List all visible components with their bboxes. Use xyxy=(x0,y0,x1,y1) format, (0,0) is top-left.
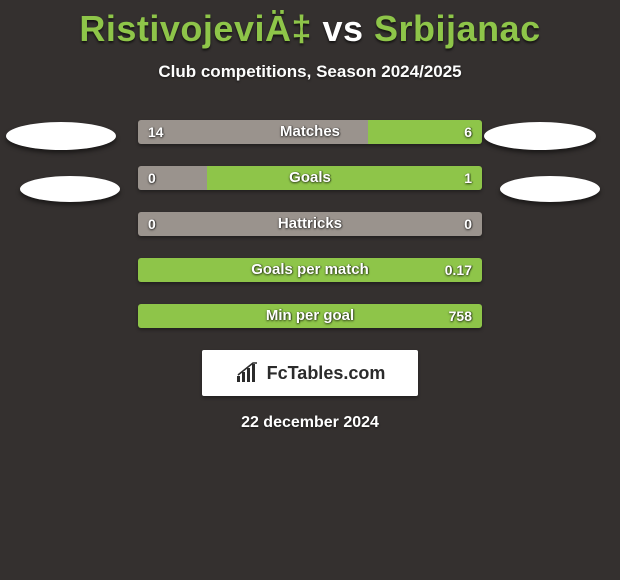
stat-label: Hattricks xyxy=(138,212,482,236)
comparison-title: RistivojeviÄ‡ vs Srbijanac xyxy=(0,0,620,50)
stat-rows: 146Matches 01Goals 00Hattricks 0.17Goals pe… xyxy=(138,120,482,328)
snapshot-date: 22 december 2024 xyxy=(0,414,620,432)
stat-label: Min per goal xyxy=(138,304,482,328)
avatar-ellipse xyxy=(500,176,600,202)
player-right-name: Srbijanac xyxy=(374,8,541,49)
stat-label: Goals per match xyxy=(138,258,482,282)
avatar-ellipse xyxy=(484,122,596,150)
subtitle: Club competitions, Season 2024/2025 xyxy=(0,62,620,82)
stat-label: Matches xyxy=(138,120,482,144)
stat-row: 146Matches xyxy=(138,120,482,144)
brand-box[interactable]: FcTables.com xyxy=(202,350,418,396)
avatar-ellipse xyxy=(6,122,116,150)
stat-row: 00Hattricks xyxy=(138,212,482,236)
player-left-name: RistivojeviÄ‡ xyxy=(79,8,312,49)
title-vs: vs xyxy=(312,8,374,49)
stat-row: 758Min per goal xyxy=(138,304,482,328)
stat-row: 01Goals xyxy=(138,166,482,190)
brand-text: FcTables.com xyxy=(267,363,386,384)
stat-row: 0.17Goals per match xyxy=(138,258,482,282)
stat-label: Goals xyxy=(138,166,482,190)
bar-chart-icon xyxy=(235,362,261,384)
avatar-ellipse xyxy=(20,176,120,202)
